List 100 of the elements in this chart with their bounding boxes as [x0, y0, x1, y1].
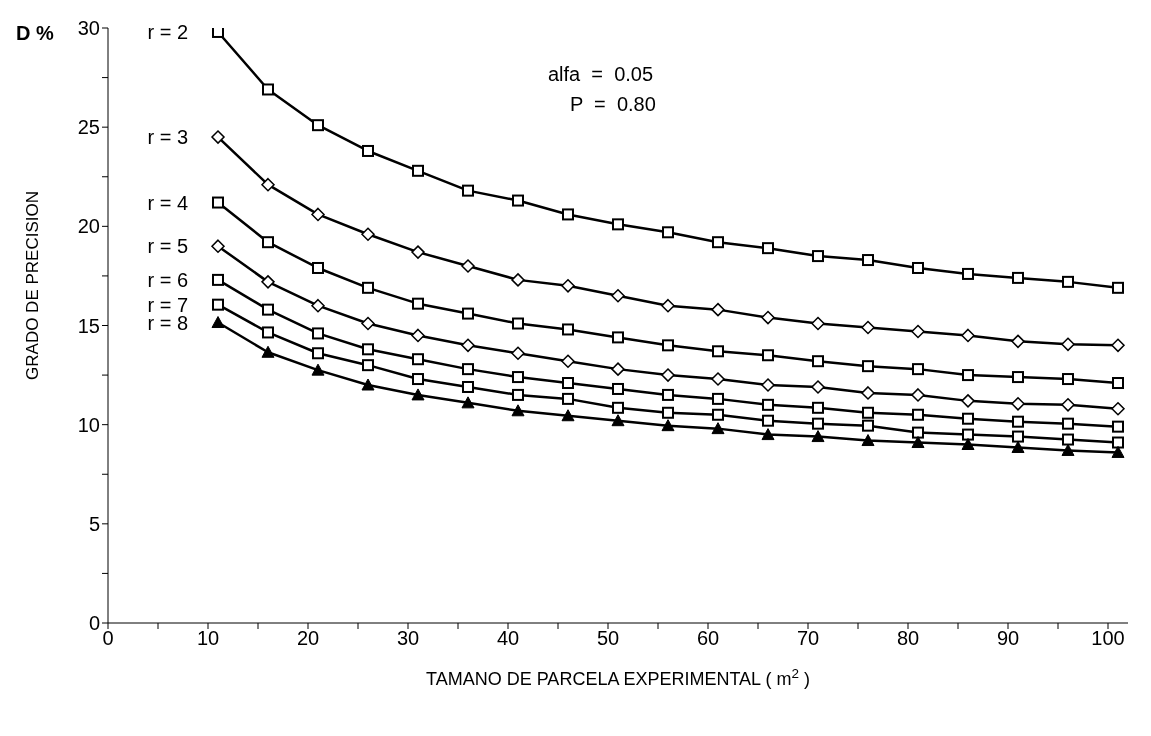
point [812, 355, 824, 368]
point [212, 28, 224, 38]
point [1111, 402, 1125, 416]
point [911, 324, 925, 339]
point [1061, 337, 1075, 352]
point [311, 363, 325, 376]
point [1111, 338, 1125, 353]
point [312, 119, 324, 132]
point [711, 372, 725, 386]
point [1062, 275, 1074, 288]
y-tick-label: 0 [88, 612, 100, 635]
point [1011, 334, 1025, 349]
point [412, 164, 424, 177]
point [662, 406, 674, 419]
point [1012, 415, 1024, 428]
point [312, 347, 324, 360]
point [461, 396, 475, 409]
x-tick-label: 0 [102, 627, 114, 650]
point [311, 298, 325, 313]
point [262, 83, 274, 96]
point [961, 394, 975, 408]
point [862, 254, 874, 267]
x-tick-label: 20 [296, 627, 320, 650]
point [362, 144, 374, 157]
x-tick-label: 10 [196, 627, 220, 650]
point [711, 422, 725, 435]
point [612, 401, 624, 414]
point [862, 360, 874, 373]
x-tick-label: 30 [396, 627, 420, 650]
point [411, 388, 425, 401]
point [962, 412, 974, 425]
point [762, 242, 774, 255]
point [962, 267, 974, 280]
point [961, 438, 975, 450]
point [711, 302, 725, 317]
series-label: r = 4 [147, 191, 188, 214]
point [712, 236, 724, 249]
point [661, 298, 675, 313]
x-tick-label: 90 [996, 627, 1020, 650]
point [562, 323, 574, 336]
point [361, 227, 375, 242]
point [1061, 398, 1075, 412]
point [812, 417, 824, 430]
x-axis-title: TAMANO DE PARCELA EXPERIMENTAL ( m$^{2}$ ) [426, 665, 810, 689]
point [361, 316, 375, 331]
point [612, 218, 624, 231]
y-tick-label: 25 [77, 116, 100, 139]
point [261, 275, 275, 289]
point [712, 392, 724, 405]
point [811, 316, 825, 331]
point [362, 343, 374, 356]
point [561, 279, 575, 293]
point [912, 426, 924, 439]
point [712, 408, 724, 421]
point [462, 363, 474, 376]
point [512, 194, 524, 207]
point [262, 303, 274, 316]
point [1062, 373, 1074, 386]
point [511, 346, 525, 361]
y-tick-label: 5 [88, 512, 100, 535]
point [962, 428, 974, 441]
series-label: r = 2 [147, 20, 188, 43]
point [761, 310, 775, 325]
x-tick-label: 100 [1091, 627, 1125, 650]
point [511, 273, 525, 287]
point [412, 353, 424, 366]
series-label: r = 3 [147, 126, 188, 149]
point [712, 345, 724, 358]
point [461, 338, 475, 353]
annotation: alfa = 0.05 [548, 63, 654, 86]
point [412, 297, 424, 310]
point [1112, 420, 1124, 433]
point [362, 281, 374, 294]
point [412, 373, 424, 386]
point [512, 371, 524, 384]
point [812, 401, 824, 414]
y-axis-title: GRADO DE PRECISION [23, 191, 42, 380]
point [861, 434, 875, 447]
point [261, 345, 275, 358]
point [562, 392, 574, 405]
point [911, 388, 925, 402]
point [662, 339, 674, 352]
point [662, 226, 674, 239]
point [512, 317, 524, 330]
point [811, 430, 825, 443]
point [761, 378, 775, 392]
point [1112, 281, 1124, 294]
point [1111, 445, 1125, 458]
point [562, 208, 574, 221]
point [762, 398, 774, 411]
point [1012, 271, 1024, 284]
point [312, 327, 324, 340]
series-label: r = 5 [147, 235, 188, 258]
point [1112, 377, 1124, 390]
point [212, 298, 224, 311]
point [311, 207, 325, 222]
y-tick-label: 10 [77, 413, 100, 436]
point [761, 428, 775, 441]
point [1012, 371, 1024, 384]
point [762, 414, 774, 427]
